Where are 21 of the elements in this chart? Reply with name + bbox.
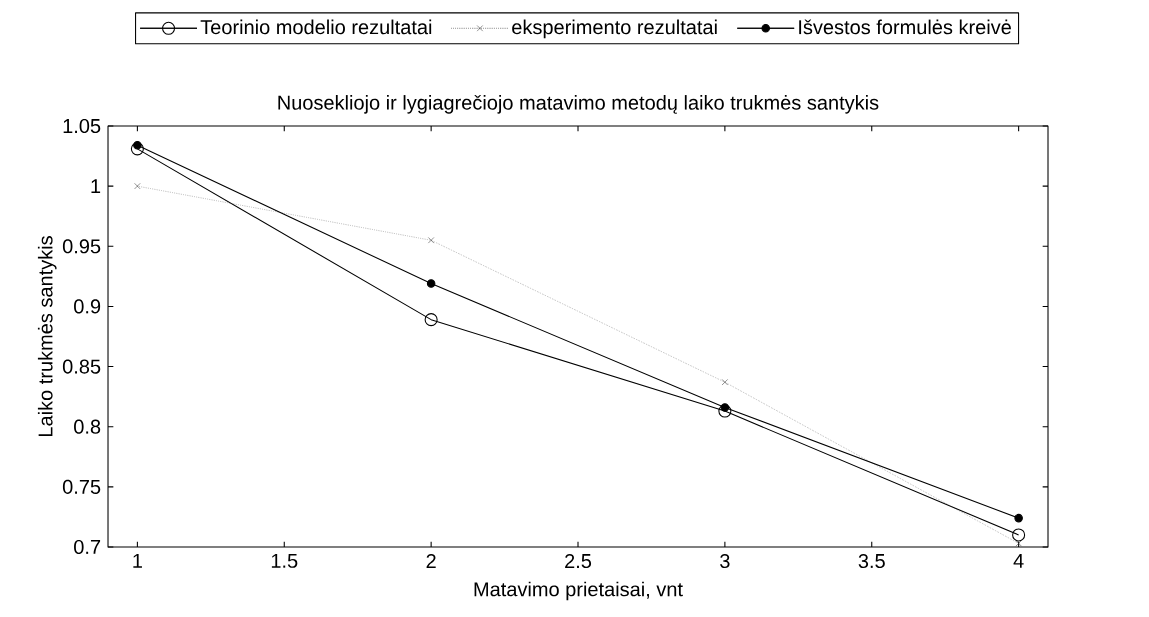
y-tick-label: 0.9: [74, 299, 101, 314]
x-tick-label: 1.5: [271, 553, 298, 568]
x-tick-label: 3.5: [858, 553, 885, 569]
y-tick-label: 0.75: [62, 479, 101, 494]
x-axis-title: Matavimo prietaisai, vnt: [474, 581, 683, 601]
y-tick-label: 1: [91, 179, 101, 194]
y-tick-label: 0.7: [74, 539, 101, 555]
y-tick-label: 0.8: [74, 419, 101, 434]
chart-title: Nuosekliojo ir lygiagrečiojo matavimo metodų laiko trukmės santykis: [278, 95, 879, 114]
x-tick-label: 1: [133, 553, 142, 568]
y-axis-title: Laiko trukmės santykis: [37, 236, 57, 437]
y-tick-label: 1.05: [63, 118, 101, 134]
y-tick-label: 0.95: [62, 239, 101, 254]
x-tick-label: 2: [426, 553, 436, 568]
legend-label: eksperimento rezultatai: [512, 19, 717, 39]
legend-label: Teorinio modelio rezultatai: [200, 19, 432, 35]
x-tick-label: 3: [720, 553, 730, 569]
legend-label: Išvestos formulės kreivė: [799, 19, 1011, 35]
x-tick-label: 2.5: [565, 553, 592, 569]
y-tick-label: 0.85: [62, 359, 101, 374]
x-tick-label: 4: [1013, 553, 1024, 568]
